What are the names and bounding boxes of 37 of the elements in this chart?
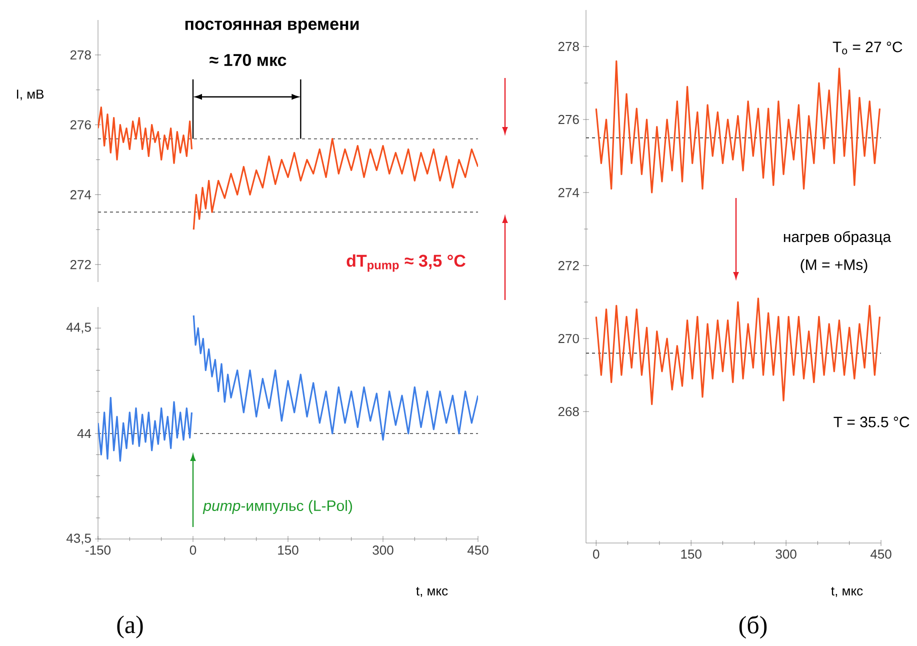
y-tick-label: 44 (77, 429, 92, 438)
x-axis-title: t, мкс (831, 586, 863, 598)
annotation: dT$_{pump}$ ≈ 3,5 °C (346, 254, 466, 272)
x-tick-label: 150 (681, 550, 702, 559)
y-tick-label: 43,5 (66, 534, 91, 544)
text: (б) (739, 615, 767, 639)
y-tick-label: 276 (558, 114, 579, 124)
y-tick-label: 274 (558, 188, 580, 198)
annotation: T = 35.5 °C (834, 416, 910, 428)
x-tick-label: 150 (278, 546, 298, 555)
y-tick-label: 270 (558, 334, 579, 344)
x-tick-label: 0 (190, 546, 196, 555)
annotation: (M = +Ms) (800, 259, 868, 273)
x-tick-label: 0 (593, 550, 600, 559)
x-tick-label: 300 (372, 546, 394, 555)
annotation: ≈ 170 мкс (210, 54, 286, 66)
annotation: pump-импульс (L-Pol) (202, 500, 352, 514)
x-tick-label: 450 (467, 546, 488, 555)
x-tick-label: 300 (776, 550, 796, 559)
y-tick-label: 268 (558, 406, 579, 416)
y-tick-label: 44,5 (66, 322, 91, 334)
annotation: постоянная времени (185, 20, 359, 34)
annotation: нагрев образца (784, 230, 892, 246)
text: (а) (117, 616, 143, 638)
x-axis-title: t, мкс (416, 586, 448, 598)
y-tick-label: 274 (70, 190, 92, 200)
line-series (595, 298, 881, 406)
y-axis-title: I, мВ (16, 90, 44, 100)
x-tick-label: 450 (870, 550, 892, 559)
y-tick-label: 278 (558, 42, 579, 52)
line-series (595, 60, 881, 194)
y-tick-label: 276 (70, 120, 91, 130)
y-tick-label: 272 (558, 261, 579, 270)
y-tick-label: 272 (70, 260, 91, 270)
x-tick-label: -150 (86, 546, 111, 555)
annotation: T$_{o}$ = 27 °C (832, 42, 902, 54)
y-tick-label: 278 (70, 50, 91, 60)
